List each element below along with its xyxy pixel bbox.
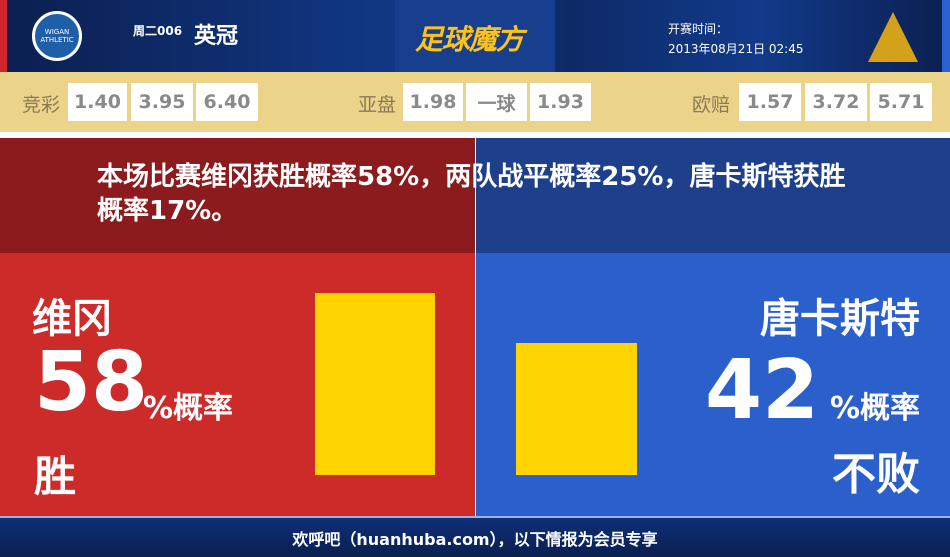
kickoff-label: 开赛时间： <box>668 22 729 36</box>
asian-handicap: 一球 <box>466 83 527 121</box>
home-percent-suffix: %概率 <box>143 391 234 426</box>
home-percent: 58 <box>34 335 149 430</box>
brand-logo: 足球魔方 <box>415 23 524 56</box>
away-percent: 42 <box>705 343 820 438</box>
brand-background <box>395 0 555 72</box>
footer-banner[interactable]: 欢呼吧（huanhuba.com），以下情报为会员专享 <box>0 516 950 557</box>
asian-odd: 1.98 <box>403 83 463 121</box>
asian-label: 亚盘 <box>358 94 397 116</box>
euro-odd: 5.71 <box>870 83 932 121</box>
home-color-stripe <box>0 0 7 72</box>
home-result: 胜 <box>34 452 77 501</box>
away-team-name: 唐卡斯特 <box>760 296 920 342</box>
jingcai-odd: 3.95 <box>131 83 193 121</box>
home-panel: 维冈 58 %概率 胜 <box>0 253 475 516</box>
euro-label: 欧赔 <box>692 94 731 116</box>
summary-bg-away <box>476 138 950 253</box>
home-team-name: 维冈 <box>32 296 112 342</box>
euro-odd: 1.57 <box>739 83 801 121</box>
home-team-logo: WIGAN ATHLETIC <box>32 11 82 61</box>
home-probability-bar <box>315 293 435 475</box>
summary-bg-home <box>0 138 475 253</box>
kickoff-time: 2013年08月21日 02:45 <box>668 42 804 56</box>
away-percent-suffix: %概率 <box>829 391 920 426</box>
jingcai-label: 竞彩 <box>22 94 61 116</box>
away-probability-bar <box>516 343 637 475</box>
away-result: 不败 <box>832 449 920 500</box>
jingcai-odd: 1.40 <box>68 83 127 121</box>
away-panel: 唐卡斯特 42 %概率 不败 <box>476 253 950 516</box>
jingcai-odd: 6.40 <box>196 83 258 121</box>
asian-odd: 1.93 <box>530 83 591 121</box>
away-color-stripe <box>942 0 950 72</box>
prediction-summary: 本场比赛维冈获胜概率58%，两队战平概率25%，唐卡斯特获胜概率17%。 <box>97 162 846 226</box>
match-number: 周二006 <box>133 24 183 38</box>
league-name: 英冠 <box>194 24 239 49</box>
euro-odd: 3.72 <box>805 83 867 121</box>
odds-bar: 竞彩 1.40 3.95 6.40 亚盘 1.98 一球 1.93 欧赔 1.5… <box>0 72 950 132</box>
